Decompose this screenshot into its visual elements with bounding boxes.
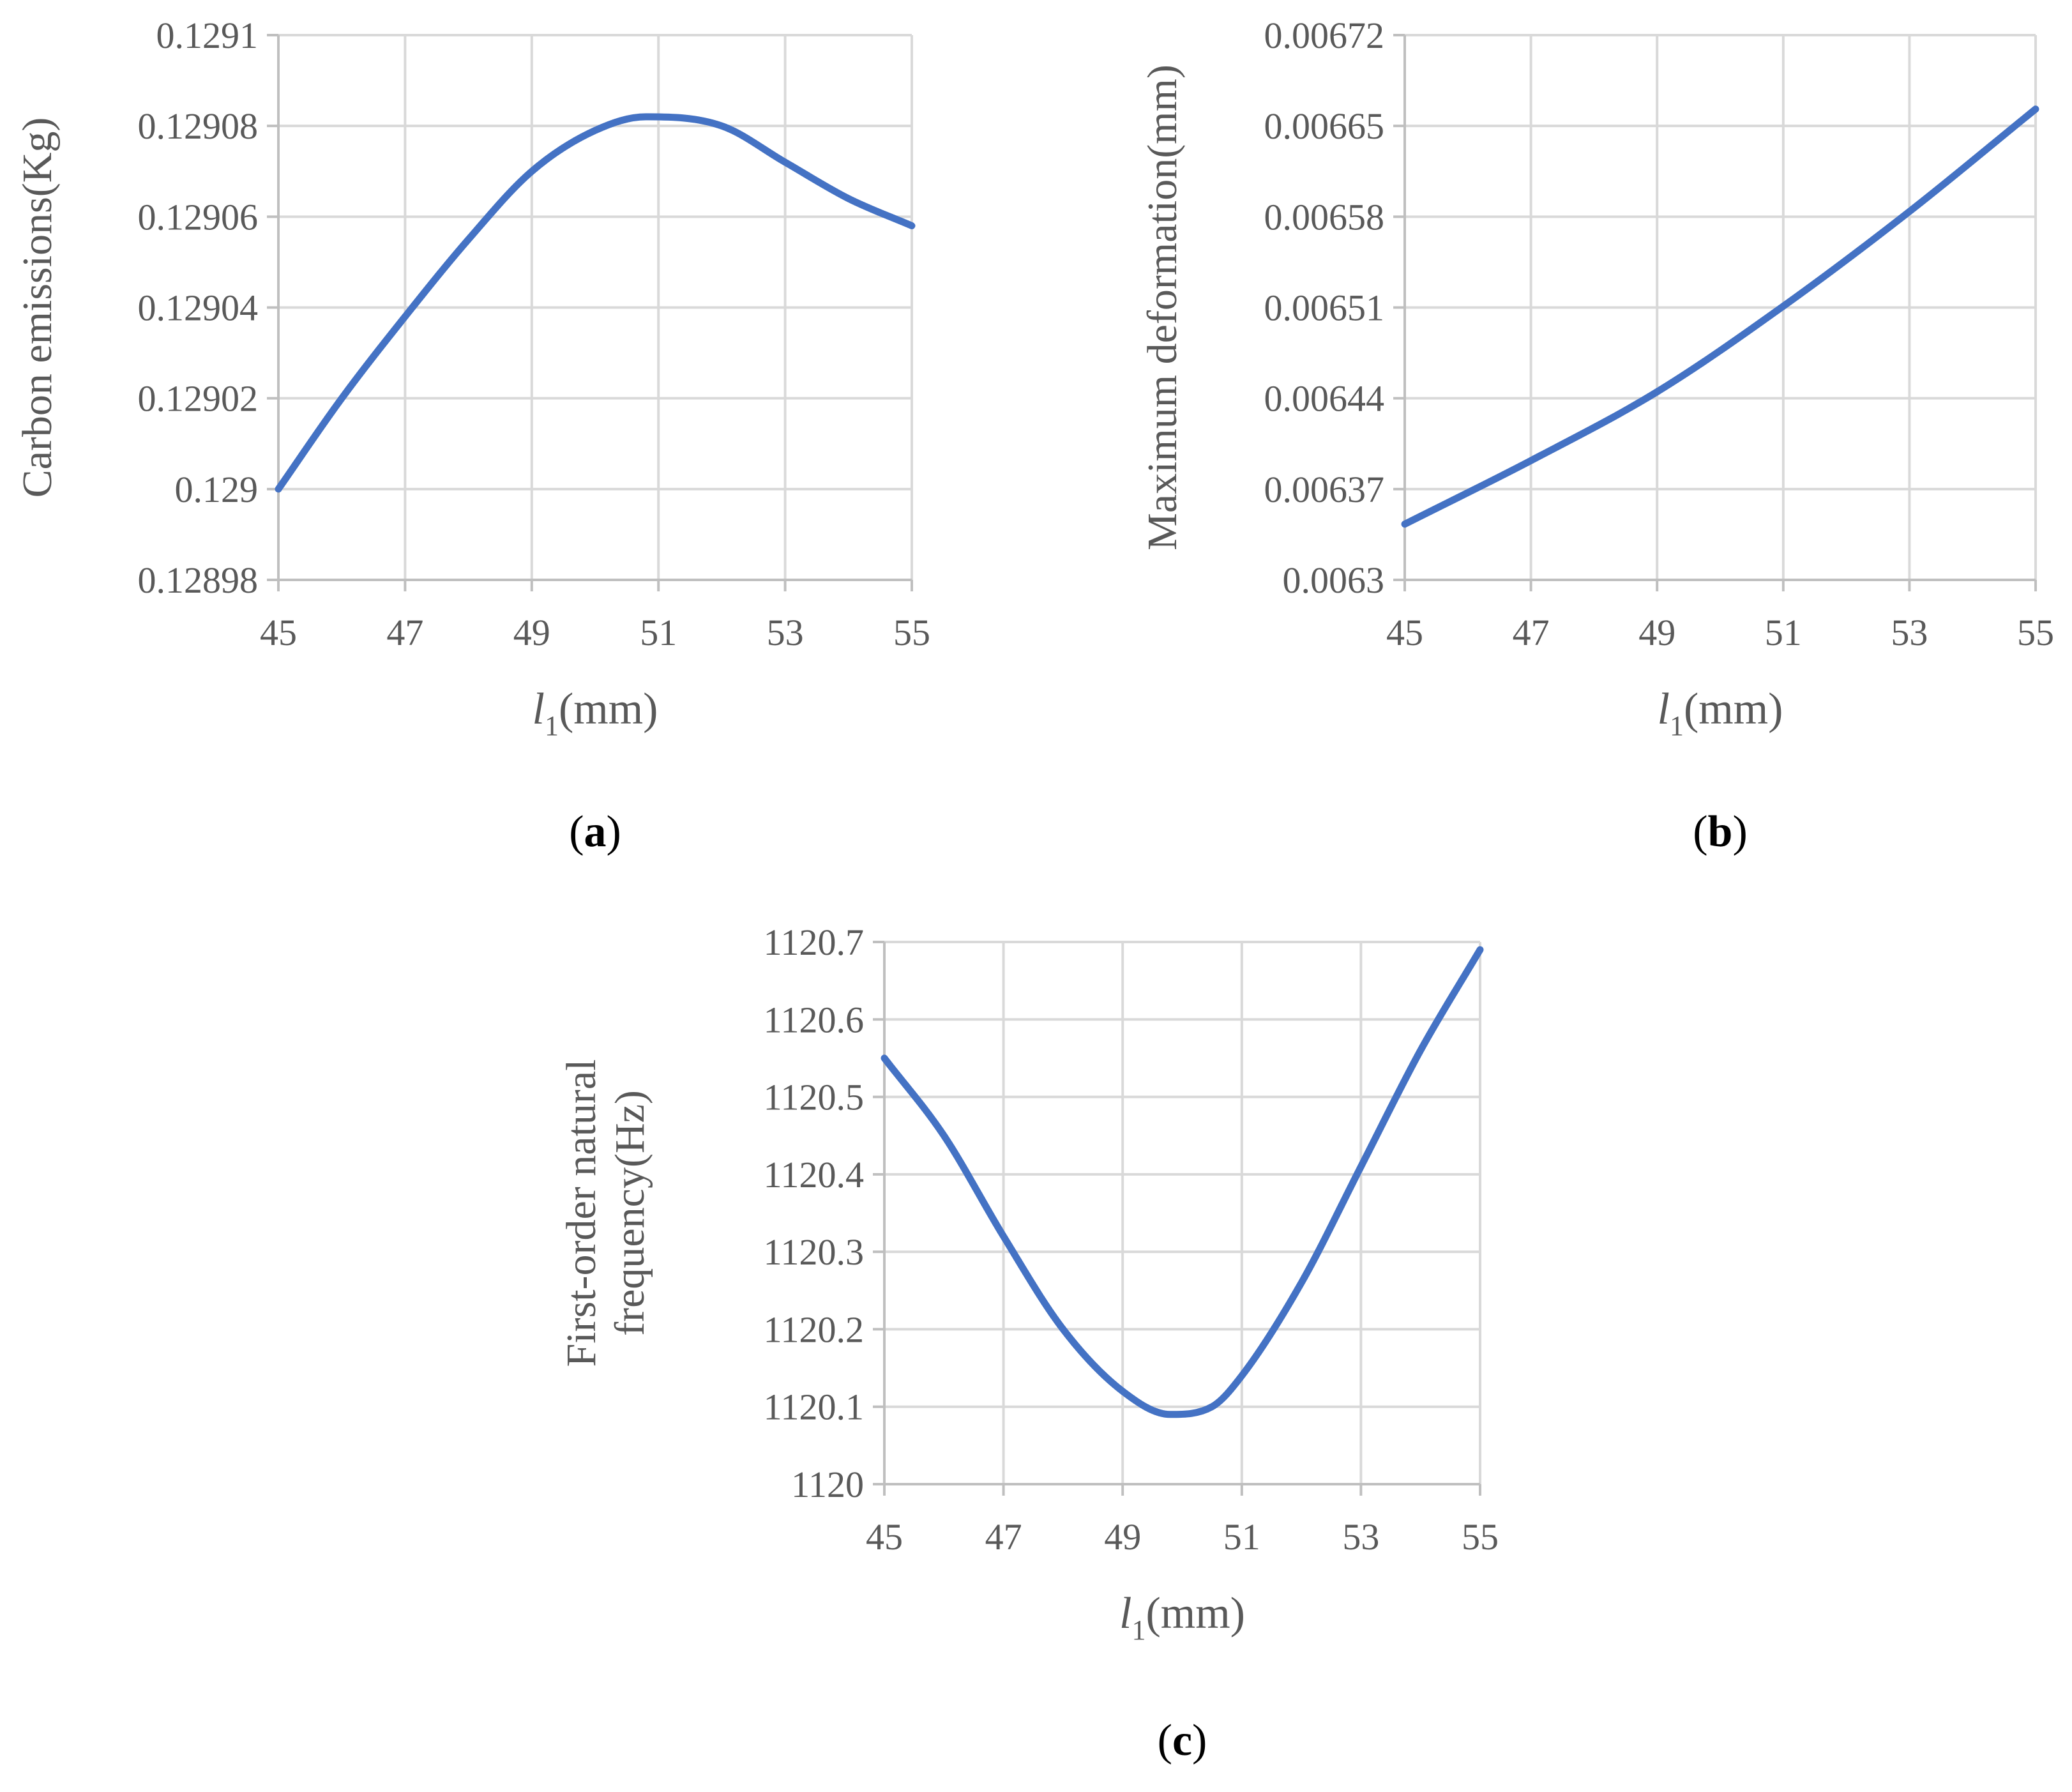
caption-open: ( <box>1158 1716 1172 1765</box>
x-tick-label: 51 <box>1223 1516 1260 1558</box>
y-tick-label: 0.00651 <box>1264 287 1385 329</box>
y-tick-label: 1120.4 <box>764 1154 864 1196</box>
x-axis-title-subscript: 1 <box>545 710 559 741</box>
caption-close: ) <box>1192 1716 1207 1765</box>
y-tick-label: 1120.1 <box>764 1386 864 1428</box>
series-line <box>1401 105 2039 528</box>
y-tick-label: 0.00672 <box>1264 15 1385 56</box>
x-tick-label: 53 <box>767 612 804 653</box>
x-tick-label: 49 <box>1638 612 1675 653</box>
x-axis-title-subscript: 1 <box>1670 710 1684 741</box>
y-tick-label: 0.12908 <box>138 105 259 147</box>
panel-caption: (c) <box>1158 1716 1207 1765</box>
x-axis-title: l1(mm) <box>1658 685 1783 741</box>
caption-close: ) <box>1732 807 1747 856</box>
chart-b: 45 47 49 51 53 55 0.0063 0.00637 0.00644 0.00651 0… <box>1139 15 2054 856</box>
x-axis-title: l1(mm) <box>533 685 658 741</box>
x-axis-title-unit: (mm) <box>1146 1589 1245 1638</box>
y-axis-title-line: First-order natural <box>558 1059 605 1367</box>
x-tick-label: 47 <box>1513 612 1550 653</box>
y-tick-label: 0.00658 <box>1264 196 1385 238</box>
x-tick-label: 45 <box>866 1516 903 1558</box>
y-axis-title: First-order naturalfrequency(Hz) <box>558 1059 653 1367</box>
x-tick-label: 51 <box>1765 612 1802 653</box>
x-tick-label: 53 <box>1891 612 1928 653</box>
series-line <box>881 946 1484 1418</box>
x-axis-title-variable: l <box>1119 1589 1131 1638</box>
caption-letter: b <box>1708 807 1733 856</box>
y-axis-title: Carbon emissions(Kg) <box>14 118 61 498</box>
caption-close: ) <box>607 807 621 856</box>
x-tick-label: 47 <box>386 612 423 653</box>
x-tick-label: 55 <box>1462 1516 1499 1558</box>
y-tick-label: 0.12906 <box>138 196 259 238</box>
y-tick-label: 1120.7 <box>764 922 864 963</box>
x-tick-label: 47 <box>985 1516 1022 1558</box>
x-tick-label: 51 <box>640 612 677 653</box>
x-tick-label: 55 <box>2017 612 2054 653</box>
y-axis-title-line: frequency(Hz) <box>607 1090 653 1336</box>
chart-a: 45 47 49 51 53 55 0.12898 0.129 0.12902 0.12904 0.… <box>14 15 930 856</box>
y-tick-label: 0.129 <box>175 469 259 510</box>
x-axis-title-variable: l <box>533 685 545 734</box>
y-tick-label: 1120.2 <box>764 1309 864 1350</box>
y-tick-label: 0.12898 <box>138 559 259 601</box>
x-tick-label: 45 <box>260 612 297 653</box>
x-axis-title-variable: l <box>1658 685 1670 734</box>
y-tick-label: 1120.5 <box>764 1077 864 1118</box>
caption-open: ( <box>569 807 584 856</box>
x-tick-label: 55 <box>893 612 930 653</box>
y-tick-label: 0.00665 <box>1264 105 1385 147</box>
y-axis-title-line: Carbon emissions(Kg) <box>14 118 61 498</box>
y-axis-title: Maximum deformation(mm) <box>1139 65 1186 551</box>
x-tick-label: 49 <box>513 612 550 653</box>
y-tick-label: 0.00637 <box>1264 469 1385 510</box>
caption-open: ( <box>1693 807 1707 856</box>
x-axis-title-unit: (mm) <box>559 685 658 734</box>
y-tick-label: 1120 <box>791 1464 864 1505</box>
caption-letter: a <box>584 807 607 856</box>
x-axis-title-unit: (mm) <box>1684 685 1783 734</box>
y-tick-label: 0.12904 <box>138 287 259 329</box>
series-line <box>275 113 916 493</box>
x-axis-title: l1(mm) <box>1119 1589 1245 1646</box>
y-tick-label: 1120.3 <box>764 1231 864 1273</box>
x-tick-label: 53 <box>1342 1516 1379 1558</box>
x-tick-label: 45 <box>1386 612 1423 653</box>
y-tick-label: 0.1291 <box>156 15 259 56</box>
y-tick-label: 1120.6 <box>764 999 864 1040</box>
x-tick-label: 49 <box>1104 1516 1141 1558</box>
chart-c: 45 47 49 51 53 55 1120 1120.1 1120.2 1120.3 1120.4… <box>558 922 1499 1765</box>
x-axis-title-subscript: 1 <box>1131 1614 1146 1646</box>
panel-caption: (a) <box>569 807 621 856</box>
y-tick-label: 0.12902 <box>138 378 259 420</box>
y-tick-label: 0.00644 <box>1264 378 1385 420</box>
y-axis-title-line: Maximum deformation(mm) <box>1139 65 1186 551</box>
caption-letter: c <box>1172 1716 1192 1765</box>
panel-caption: (b) <box>1693 807 1748 856</box>
y-tick-label: 0.0063 <box>1283 559 1385 601</box>
